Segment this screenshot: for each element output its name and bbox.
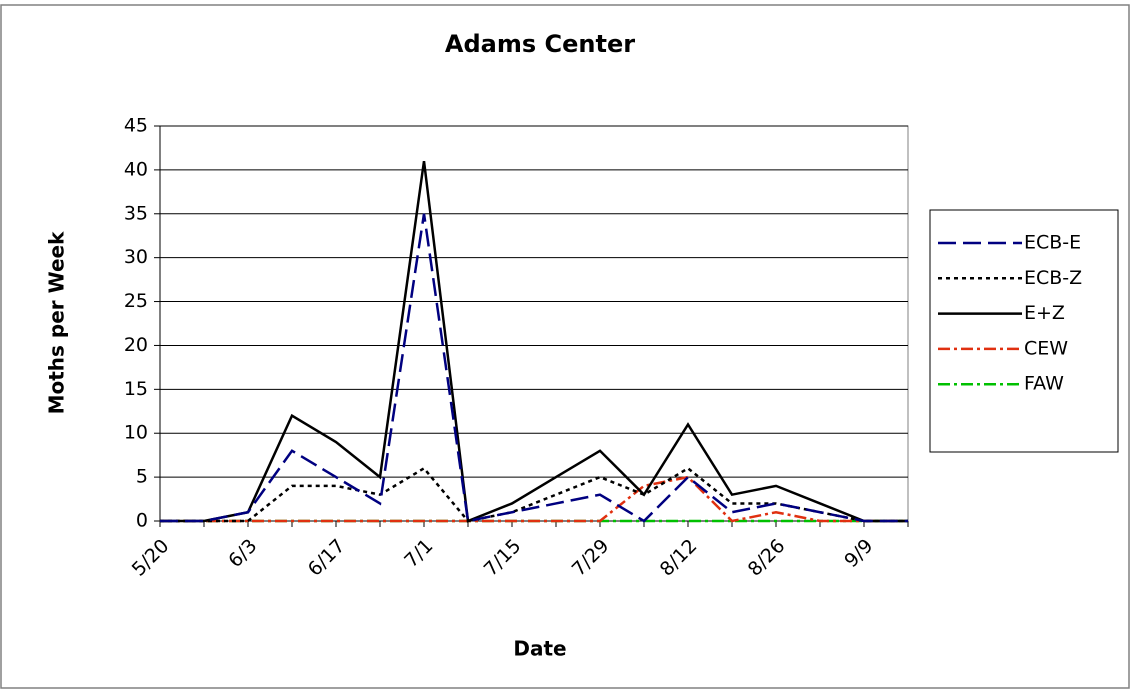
y-tick-label: 0 [136, 510, 148, 532]
y-tick-label: 5 [136, 466, 148, 488]
y-tick-label: 10 [124, 422, 148, 444]
y-tick-label: 20 [124, 334, 148, 356]
y-tick-label: 30 [124, 246, 148, 268]
y-tick-label: 45 [124, 115, 148, 137]
legend-label: ECB-Z [1024, 267, 1082, 289]
legend-label: ECB-E [1024, 232, 1081, 254]
series-line [160, 160, 908, 523]
chart-title: Adams Center [445, 30, 635, 58]
y-tick-label: 25 [124, 290, 148, 312]
legend [929, 209, 1119, 453]
series-line [160, 475, 908, 523]
x-axis-label: Date [513, 637, 566, 661]
y-tick-label: 40 [124, 158, 148, 180]
series-line [160, 213, 908, 523]
legend-label: FAW [1024, 373, 1064, 395]
legend-label: CEW [1024, 337, 1068, 359]
y-axis-label: Moths per Week [45, 231, 69, 414]
y-tick-label: 35 [124, 202, 148, 224]
legend-label: E+Z [1024, 302, 1065, 324]
y-tick-label: 15 [124, 378, 148, 400]
